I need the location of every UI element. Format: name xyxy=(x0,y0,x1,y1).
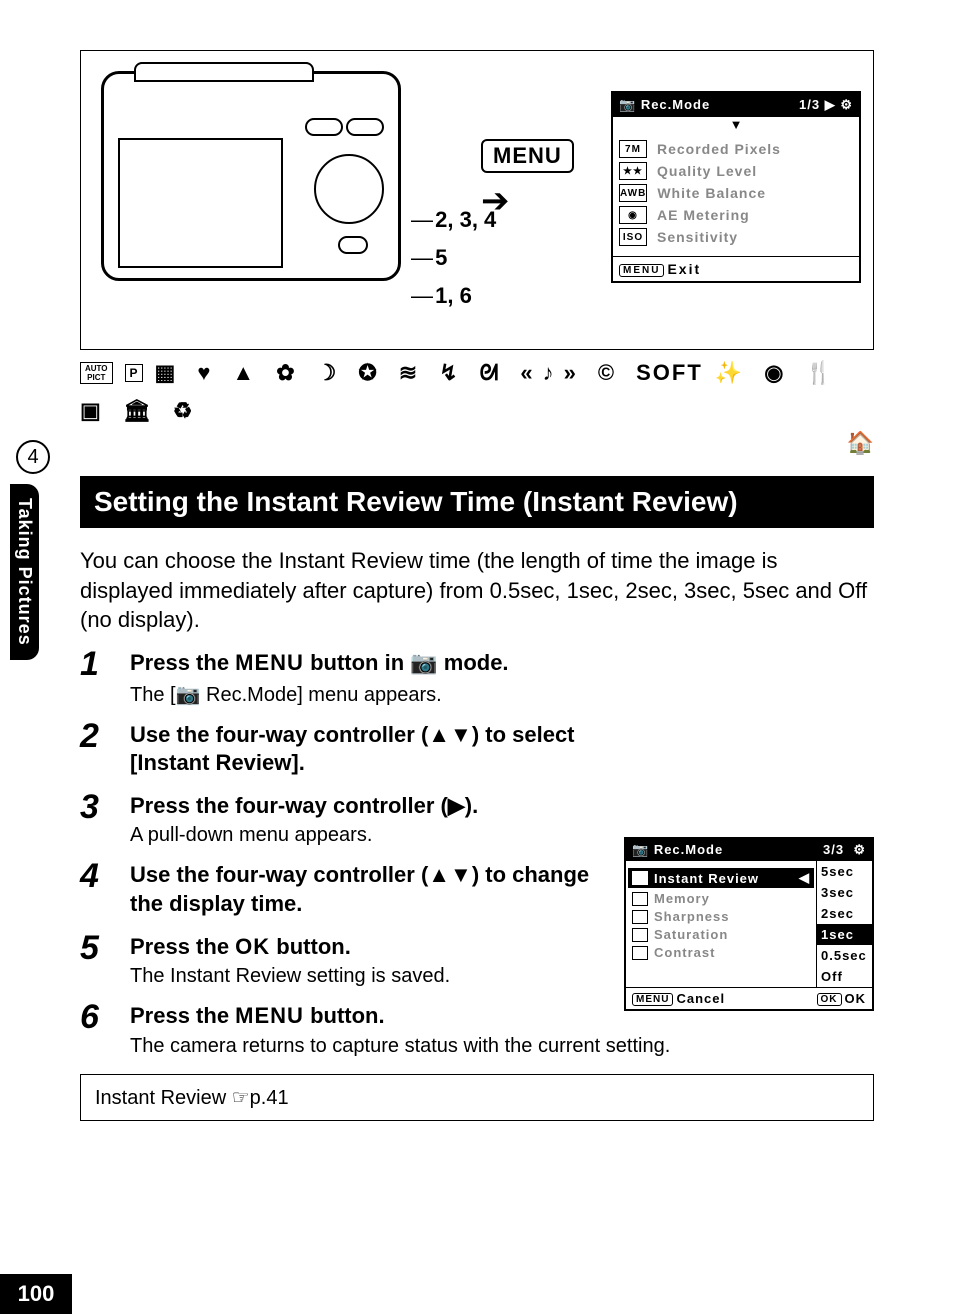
chapter-title: Taking Pictures xyxy=(10,484,39,660)
lcd-exit-label: Exit xyxy=(667,261,701,277)
lcd-menu-row: ◉ AE Metering xyxy=(619,206,853,224)
lcd-row-badge: ◉ xyxy=(619,206,647,224)
heart-icon: ♥ xyxy=(197,360,220,386)
flower-icon: ✿ xyxy=(276,360,304,386)
gear-icon: ⚙ xyxy=(840,97,853,112)
museum-icon: 🏛 xyxy=(123,398,161,424)
soft-mode-icon: SOFT xyxy=(636,360,703,386)
cc-icon: © xyxy=(598,360,624,386)
target-icon: ◉ xyxy=(764,360,793,386)
chapter-number: 4 xyxy=(16,440,50,474)
lcd-row-label: Recorded Pixels xyxy=(657,141,781,157)
step-body: The camera returns to capture status wit… xyxy=(130,1035,874,1058)
instruction-step: Press the four-way controller (▶). A pull… xyxy=(80,792,874,848)
lcd-footer: MENUExit xyxy=(613,256,859,281)
instruction-step: Use the four-way controller (▲▼) to chan… xyxy=(80,861,874,918)
instruction-step: Use the four-way controller (▲▼) to sele… xyxy=(80,721,874,778)
mode-icon: ♻ xyxy=(173,398,203,424)
fireworks-icon: ✨ xyxy=(715,360,752,386)
lcd-row-badge: 7M xyxy=(619,140,647,158)
lcd-row-label: Sensitivity xyxy=(657,229,738,245)
camera-small-button xyxy=(346,118,384,136)
landscape-icon: ▲ xyxy=(232,360,264,386)
callout-label: 2, 3, 4 xyxy=(411,201,496,239)
lcd-title: Rec.Mode xyxy=(641,97,710,112)
lcd-row-badge: ★★ xyxy=(619,162,647,180)
wave-icon: ≋ xyxy=(399,360,427,386)
lcd-row-badge: ISO xyxy=(619,228,647,246)
section-title: Setting the Instant Review Time (Instant… xyxy=(80,476,874,528)
chapter-tab: 4 Taking Pictures xyxy=(0,440,60,650)
surf-icon: ↯ xyxy=(439,360,467,386)
camera-outline-illustration xyxy=(101,71,401,281)
mode-icon: ▦ xyxy=(155,360,186,386)
lcd-menu-row: ★★ Quality Level xyxy=(619,162,853,180)
intro-paragraph: You can choose the Instant Review time (… xyxy=(80,546,874,635)
auto-pict-icon: AUTOPICT xyxy=(80,362,113,384)
mode-icon-strip: AUTOPICT P ▦ ♥ ▲ ✿ ☽ ✪ ≋ ↯ ᘛ «♪» © SOFT … xyxy=(80,360,874,424)
page-content: MENU ➔ 2, 3, 4 5 1, 6 📷 Rec.Mode 1/3 ▶ ⚙… xyxy=(80,50,874,1121)
camera-small-button xyxy=(305,118,343,136)
step-body: The [📷 Rec.Mode] menu appears. xyxy=(130,682,874,707)
lcd-title-bar: 📷 Rec.Mode 1/3 ▶ ⚙ xyxy=(613,93,859,117)
top-diagram: MENU ➔ 2, 3, 4 5 1, 6 📷 Rec.Mode 1/3 ▶ ⚙… xyxy=(80,50,874,350)
lcd-page: 1/3 xyxy=(799,97,820,112)
instruction-step: Press the OK button. The Instant Review s… xyxy=(80,933,874,989)
step-body: A pull-down menu appears. xyxy=(130,824,874,847)
pet-icon: ᘛ xyxy=(480,360,509,386)
lcd-menu-row: ISO Sensitivity xyxy=(619,228,853,246)
nav-arrow-icon: ▶ xyxy=(825,97,836,112)
camera-rear-screen xyxy=(118,138,283,268)
cross-reference-note: Instant Review ☞p.41 xyxy=(80,1074,874,1121)
down-arrow-icon: ▼ xyxy=(613,117,859,132)
menu-badge-icon: MENU xyxy=(619,264,664,277)
p-mode-icon: P xyxy=(125,364,143,382)
mode-icon: ✪ xyxy=(358,360,386,386)
lcd-row-label: White Balance xyxy=(657,185,766,201)
step-heading: Press the OK button. xyxy=(130,933,874,962)
callout-label: 5 xyxy=(411,239,496,277)
sound-icon: «♪» xyxy=(520,360,585,386)
lcd-menu-row: AWB White Balance xyxy=(619,184,853,202)
menu-button-label: MENU xyxy=(481,139,574,173)
lcd-row-label: AE Metering xyxy=(657,207,750,223)
frame-icon: ▣ xyxy=(80,398,111,424)
lcd-row-label: Quality Level xyxy=(657,163,757,179)
mode-icon: 🏠 xyxy=(80,430,874,456)
night-icon: ☽ xyxy=(317,360,347,386)
step-heading: Use the four-way controller (▲▼) to chan… xyxy=(130,861,874,918)
callout-label: 1, 6 xyxy=(411,277,496,315)
lcd-menu-screenshot: 📷 Rec.Mode 1/3 ▶ ⚙ ▼ 7M Recorded Pixels ★★… xyxy=(611,91,861,283)
step-body: The Instant Review setting is saved. xyxy=(130,965,874,988)
four-way-controller-icon xyxy=(314,154,384,224)
lcd-row-badge: AWB xyxy=(619,184,647,202)
page-number: 100 xyxy=(0,1274,72,1314)
step-heading: Press the MENU button. xyxy=(130,1002,874,1031)
step-heading: Press the MENU button in 📷 mode. xyxy=(130,649,874,678)
food-icon: 🍴 xyxy=(805,360,842,386)
camera-top-edge xyxy=(134,62,314,82)
step-heading: Use the four-way controller (▲▼) to sele… xyxy=(130,721,874,778)
instruction-step: Press the MENU button in 📷 mode. The [📷 R… xyxy=(80,649,874,707)
step-heading: Press the four-way controller (▶). xyxy=(130,792,874,821)
camera-small-button xyxy=(338,236,368,254)
diagram-step-callouts: 2, 3, 4 5 1, 6 xyxy=(411,201,496,315)
instruction-step: Press the MENU button. The camera returns… xyxy=(80,1002,874,1058)
lcd-menu-row: 7M Recorded Pixels xyxy=(619,140,853,158)
